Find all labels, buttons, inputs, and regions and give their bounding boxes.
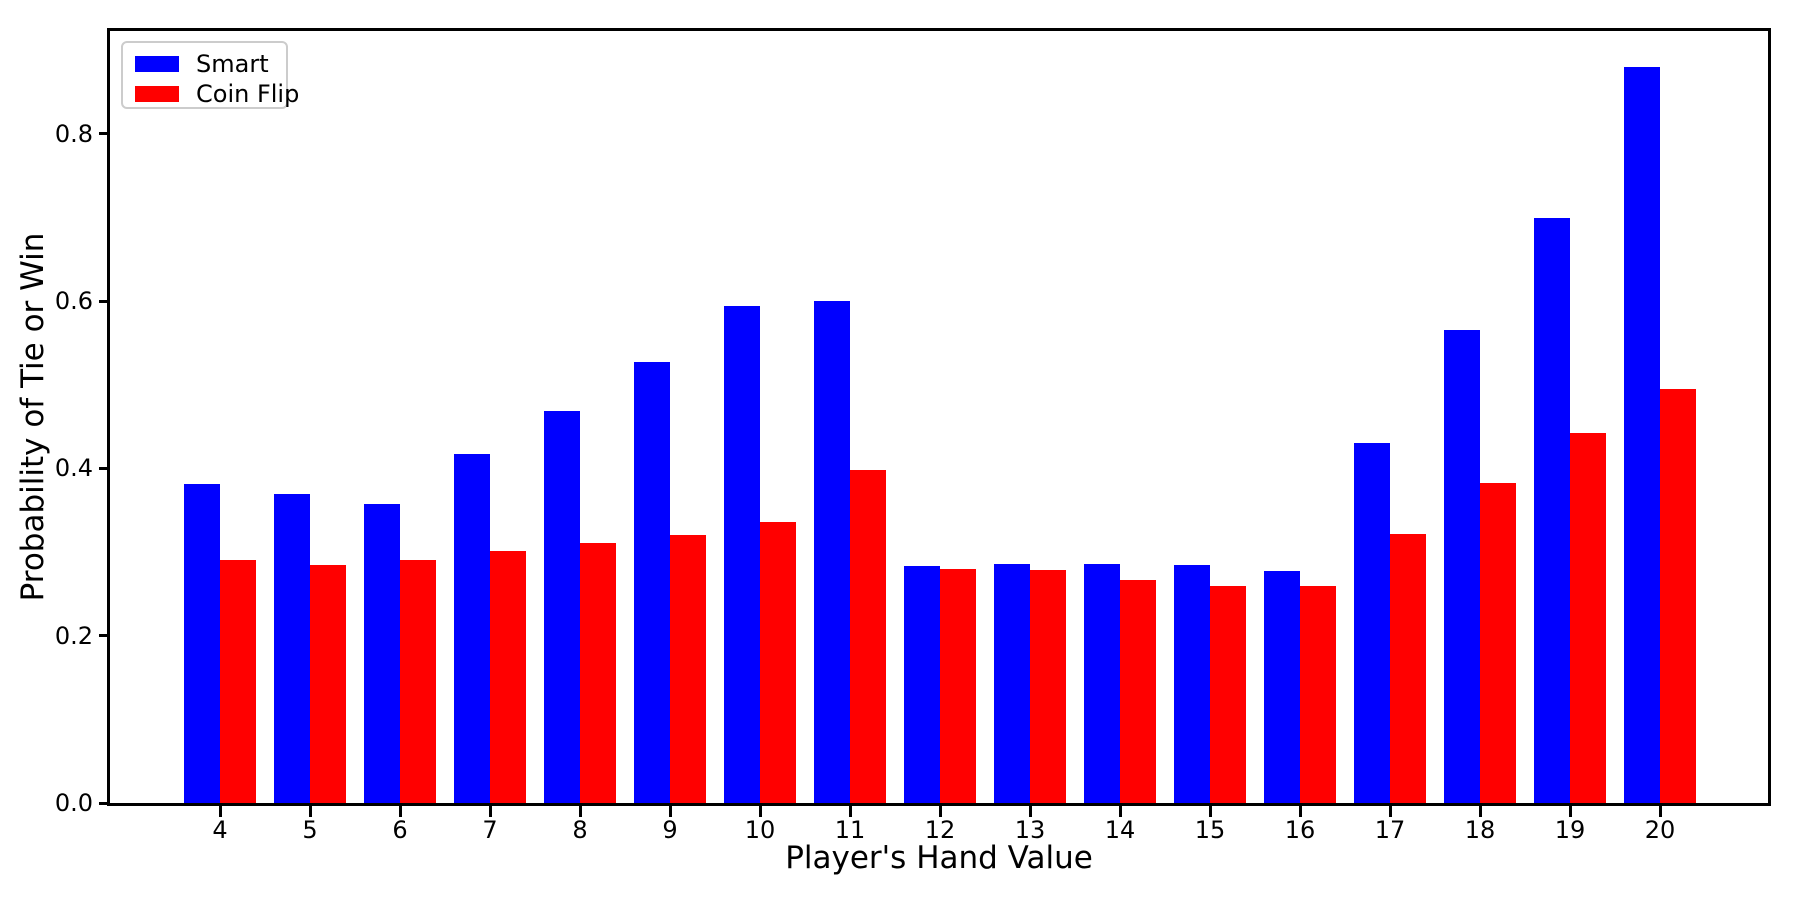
bar-coin-flip-12	[940, 568, 976, 803]
bar-smart-12	[904, 566, 940, 803]
bar-coin-flip-18	[1480, 483, 1516, 803]
legend-swatch-smart	[135, 56, 179, 72]
x-tick-mark	[1658, 806, 1662, 817]
bar-coin-flip-6	[400, 560, 436, 803]
x-tick-mark	[1028, 806, 1032, 817]
bar-smart-18	[1444, 330, 1480, 803]
x-tick-label: 10	[744, 816, 776, 844]
x-tick-label: 4	[212, 816, 228, 844]
x-tick-mark	[218, 806, 222, 817]
bar-coin-flip-11	[850, 470, 886, 803]
y-tick-label: 0.8	[54, 119, 93, 148]
legend: Smart Coin Flip	[121, 41, 299, 109]
bar-coin-flip-20	[1660, 388, 1696, 803]
x-tick-label: 5	[302, 816, 318, 844]
y-tick-mark	[99, 466, 110, 470]
y-axis-label: Probability of Tie or Win	[15, 232, 51, 602]
y-tick-label: 0.0	[54, 789, 93, 817]
bar-coin-flip-9	[670, 534, 706, 803]
bar-smart-7	[454, 454, 490, 803]
bar-coin-flip-8	[580, 542, 616, 803]
x-tick-label: 9	[662, 816, 678, 844]
legend-label-coin-flip: Coin Flip	[196, 80, 300, 108]
legend-swatch-coin-flip	[135, 86, 179, 102]
x-tick-mark	[398, 806, 402, 817]
y-tick-mark	[99, 132, 110, 136]
bar-smart-6	[364, 504, 400, 803]
x-tick-label: 8	[572, 816, 588, 844]
bar-smart-14	[1084, 563, 1120, 803]
y-tick-mark	[99, 634, 110, 638]
bar-coin-flip-16	[1300, 585, 1336, 803]
y-tick-mark	[99, 299, 110, 303]
x-tick-mark	[668, 806, 672, 817]
plot-area	[107, 28, 1771, 806]
x-tick-mark	[848, 806, 852, 817]
y-tick-label: 0.4	[54, 454, 93, 483]
y-tick-mark	[99, 801, 110, 805]
bar-coin-flip-4	[220, 560, 256, 803]
x-tick-mark	[488, 806, 492, 817]
x-tick-label: 19	[1554, 816, 1586, 844]
bar-smart-15	[1174, 565, 1210, 803]
legend-item-smart: Smart	[135, 51, 286, 77]
bar-smart-4	[184, 484, 220, 803]
bar-smart-19	[1534, 217, 1570, 803]
x-tick-label: 20	[1644, 816, 1676, 844]
bar-smart-13	[994, 563, 1030, 803]
x-tick-label: 12	[924, 816, 956, 844]
bar-coin-flip-19	[1570, 433, 1606, 803]
bar-smart-5	[274, 494, 310, 803]
x-tick-label: 7	[482, 816, 498, 844]
x-tick-label: 18	[1464, 816, 1496, 844]
bar-smart-20	[1624, 66, 1660, 803]
bar-coin-flip-14	[1120, 579, 1156, 803]
bar-coin-flip-15	[1210, 585, 1246, 803]
x-axis-label: Player's Hand Value	[785, 840, 1093, 876]
bar-smart-11	[814, 301, 850, 803]
bar-smart-8	[544, 410, 580, 803]
bar-smart-9	[634, 362, 670, 803]
x-tick-label: 6	[392, 816, 408, 844]
x-tick-label: 16	[1284, 816, 1316, 844]
x-tick-mark	[1298, 806, 1302, 817]
x-tick-label: 11	[834, 816, 866, 844]
legend-item-coin-flip: Coin Flip	[135, 81, 299, 107]
x-tick-label: 13	[1014, 816, 1046, 844]
x-tick-mark	[1568, 806, 1572, 817]
x-tick-mark	[938, 806, 942, 817]
bar-coin-flip-10	[760, 521, 796, 803]
bar-coin-flip-5	[310, 564, 346, 803]
x-tick-mark	[1388, 806, 1392, 817]
x-tick-mark	[578, 806, 582, 817]
bar-coin-flip-17	[1390, 533, 1426, 803]
bar-smart-16	[1264, 571, 1300, 803]
bar-coin-flip-13	[1030, 569, 1066, 803]
x-tick-mark	[1208, 806, 1212, 817]
y-tick-label: 0.6	[54, 287, 93, 316]
bar-coin-flip-7	[490, 551, 526, 803]
x-tick-label: 15	[1194, 816, 1226, 844]
x-tick-label: 14	[1104, 816, 1136, 844]
y-tick-label: 0.2	[54, 621, 93, 650]
x-tick-mark	[1478, 806, 1482, 817]
x-tick-mark	[1118, 806, 1122, 817]
x-tick-label: 17	[1374, 816, 1406, 844]
bar-smart-10	[724, 306, 760, 803]
x-tick-mark	[308, 806, 312, 817]
x-tick-mark	[758, 806, 762, 817]
legend-label-smart: Smart	[196, 50, 269, 78]
bar-smart-17	[1354, 442, 1390, 803]
